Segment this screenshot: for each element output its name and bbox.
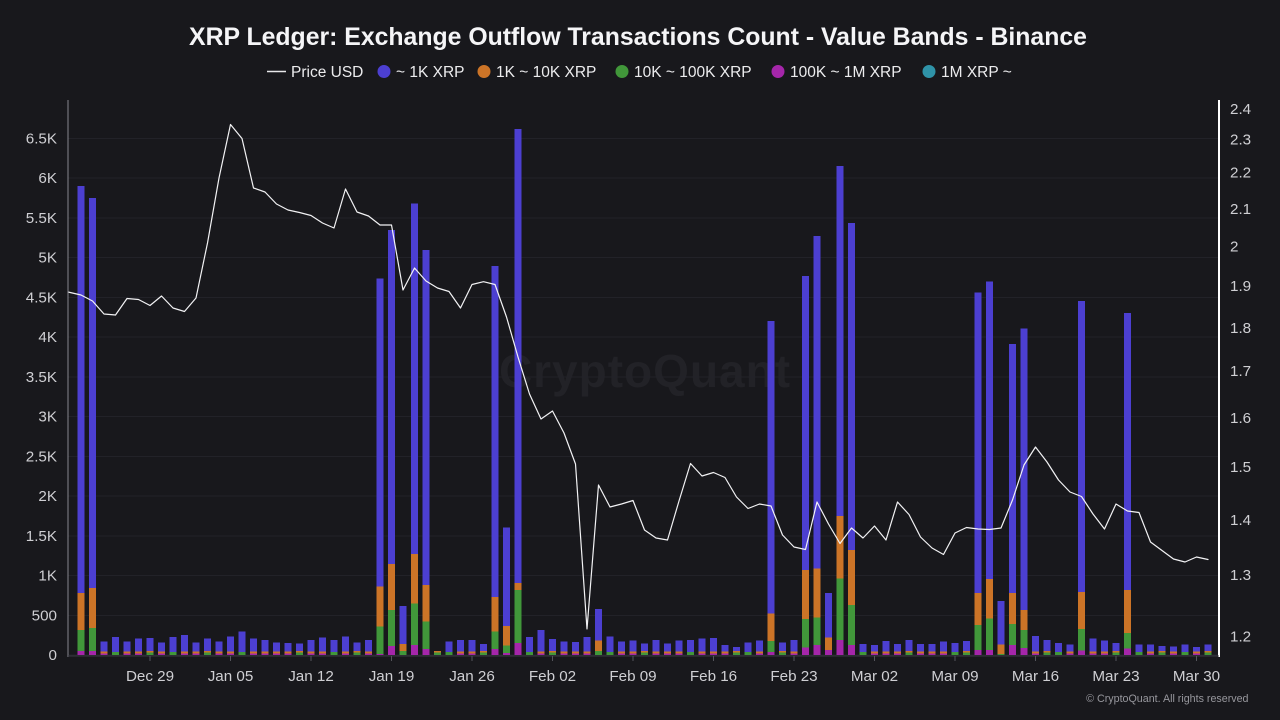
svg-text:10K ~ 100K XRP: 10K ~ 100K XRP bbox=[634, 64, 752, 81]
svg-text:Feb 23: Feb 23 bbox=[770, 668, 817, 685]
svg-text:1.2: 1.2 bbox=[1230, 629, 1251, 646]
svg-text:1.7: 1.7 bbox=[1230, 363, 1251, 380]
svg-text:Feb 16: Feb 16 bbox=[690, 668, 737, 685]
svg-text:2.5K: 2.5K bbox=[26, 448, 57, 465]
svg-text:2: 2 bbox=[1230, 239, 1238, 256]
svg-text:2.2: 2.2 bbox=[1230, 165, 1251, 182]
svg-text:Feb 09: Feb 09 bbox=[609, 668, 656, 685]
svg-text:1.6: 1.6 bbox=[1230, 410, 1251, 427]
svg-text:500: 500 bbox=[32, 607, 57, 624]
svg-text:100K ~ 1M XRP: 100K ~ 1M XRP bbox=[790, 64, 902, 81]
svg-text:Feb 02: Feb 02 bbox=[529, 668, 576, 685]
svg-text:5.5K: 5.5K bbox=[26, 210, 57, 227]
svg-text:5K: 5K bbox=[38, 250, 57, 267]
svg-text:Mar 30: Mar 30 bbox=[1173, 668, 1220, 685]
svg-text:© CryptoQuant. All rights rese: © CryptoQuant. All rights reserved bbox=[1086, 693, 1248, 705]
svg-text:0: 0 bbox=[49, 647, 57, 664]
svg-text:1.3: 1.3 bbox=[1230, 567, 1251, 584]
svg-text:1K ~ 10K XRP: 1K ~ 10K XRP bbox=[496, 64, 596, 81]
svg-text:~ 1K XRP: ~ 1K XRP bbox=[396, 64, 465, 81]
svg-text:4.5K: 4.5K bbox=[26, 289, 57, 306]
svg-text:2.4: 2.4 bbox=[1230, 101, 1251, 118]
svg-text:6.5K: 6.5K bbox=[26, 130, 57, 147]
svg-text:1.5: 1.5 bbox=[1230, 459, 1251, 476]
svg-text:2K: 2K bbox=[38, 488, 57, 505]
svg-text:Jan 12: Jan 12 bbox=[288, 668, 334, 685]
svg-text:XRP Ledger: Exchange Outflow T: XRP Ledger: Exchange Outflow Transaction… bbox=[189, 24, 1087, 51]
svg-text:Dec 29: Dec 29 bbox=[126, 668, 174, 685]
svg-text:1.5K: 1.5K bbox=[26, 528, 57, 545]
svg-text:1M XRP ~: 1M XRP ~ bbox=[941, 64, 1012, 81]
svg-text:CryptoQuant: CryptoQuant bbox=[499, 345, 791, 397]
svg-text:Mar 16: Mar 16 bbox=[1012, 668, 1059, 685]
svg-text:2.3: 2.3 bbox=[1230, 132, 1251, 149]
svg-text:1.4: 1.4 bbox=[1230, 512, 1251, 529]
svg-text:1K: 1K bbox=[38, 568, 57, 585]
svg-text:6K: 6K bbox=[38, 170, 57, 187]
svg-text:3K: 3K bbox=[38, 409, 57, 426]
svg-text:Price USD: Price USD bbox=[291, 64, 363, 81]
svg-text:1.9: 1.9 bbox=[1230, 278, 1251, 295]
svg-text:Jan 05: Jan 05 bbox=[208, 668, 254, 685]
svg-text:2.1: 2.1 bbox=[1230, 201, 1251, 218]
svg-text:4K: 4K bbox=[38, 329, 57, 346]
svg-text:Mar 09: Mar 09 bbox=[931, 668, 978, 685]
svg-text:Mar 23: Mar 23 bbox=[1092, 668, 1139, 685]
svg-text:Jan 19: Jan 19 bbox=[369, 668, 415, 685]
svg-text:3.5K: 3.5K bbox=[26, 369, 57, 386]
svg-text:Jan 26: Jan 26 bbox=[449, 668, 495, 685]
svg-text:Mar 02: Mar 02 bbox=[851, 668, 898, 685]
svg-text:1.8: 1.8 bbox=[1230, 320, 1251, 337]
